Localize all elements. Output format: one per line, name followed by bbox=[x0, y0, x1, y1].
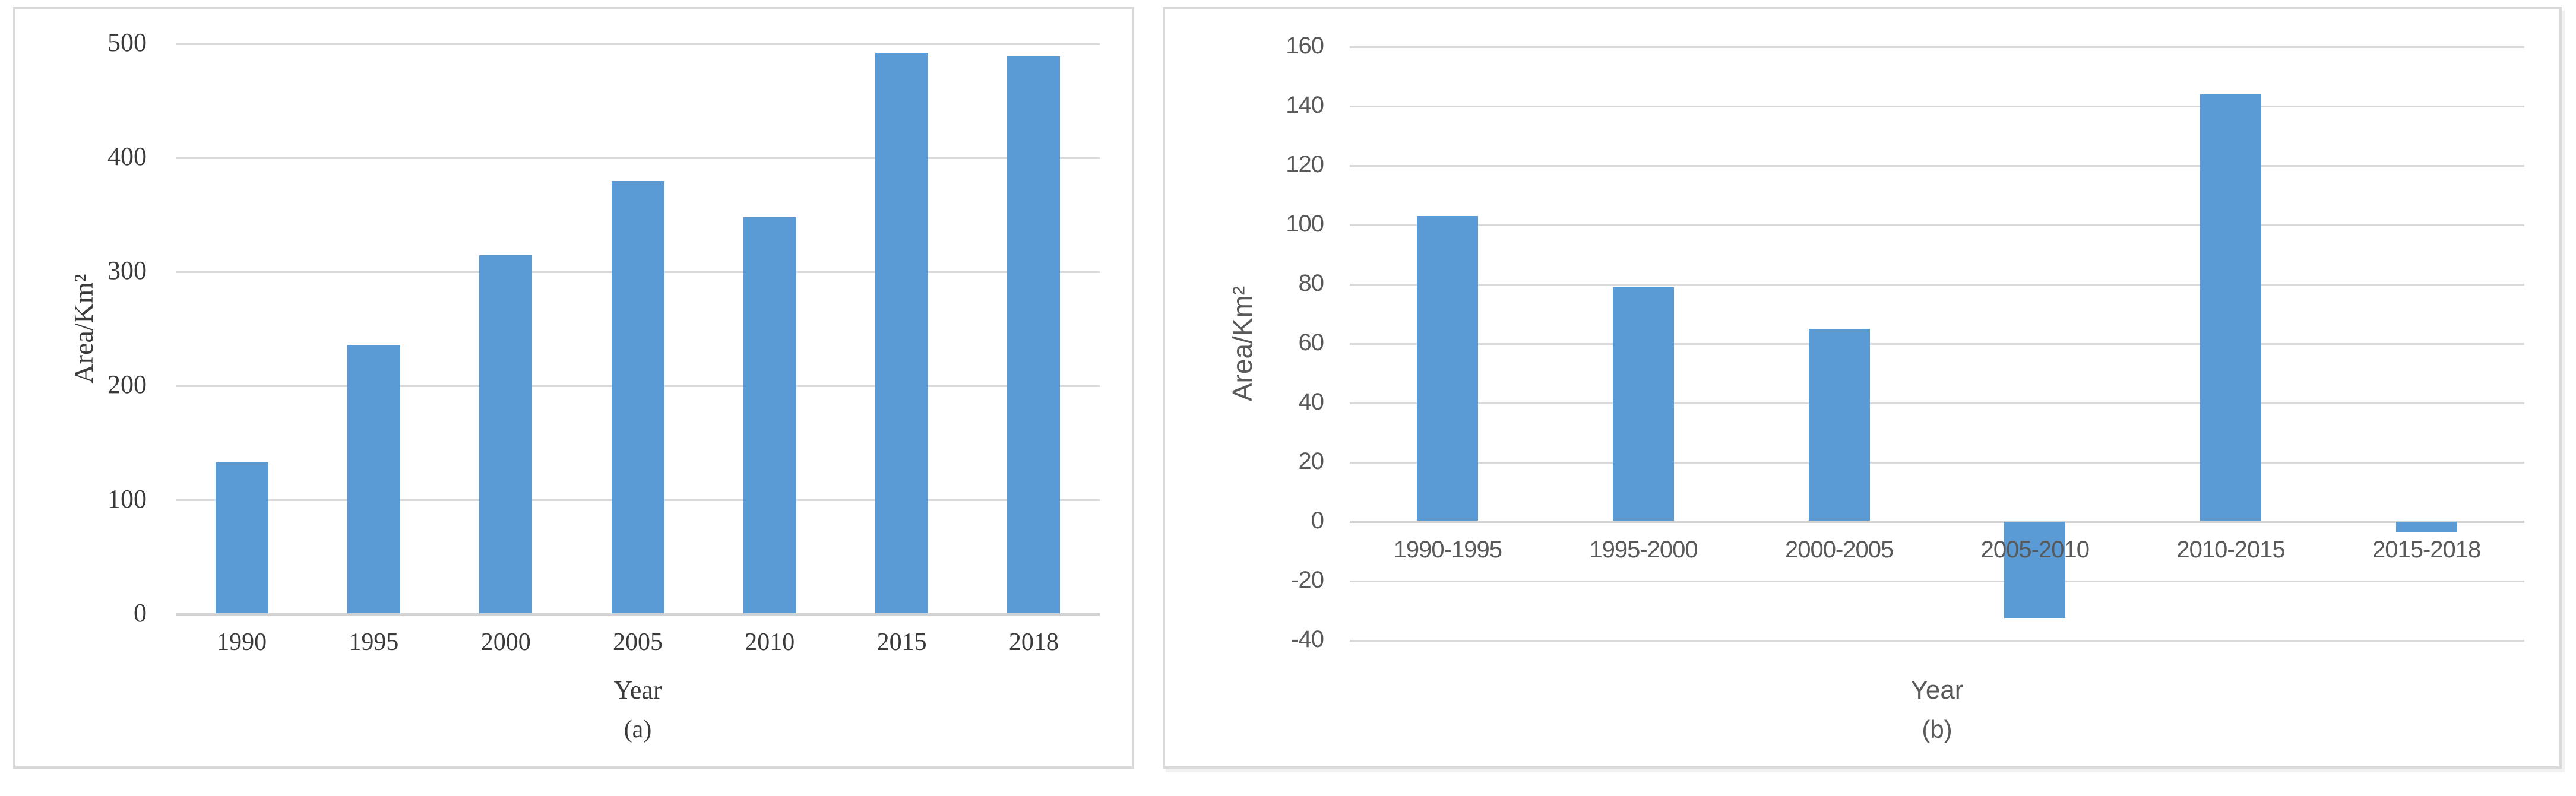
gridline bbox=[176, 43, 1100, 45]
x-tick-label: 2005 bbox=[613, 629, 663, 656]
gridline bbox=[1350, 224, 2524, 226]
y-tick-label: 0 bbox=[134, 598, 147, 627]
x-axis-line bbox=[176, 613, 1100, 616]
gridline bbox=[1350, 580, 2524, 582]
x-tick-label: 2015 bbox=[876, 629, 927, 656]
bar-1990 bbox=[215, 462, 268, 613]
chart-panel-a: Area/Km² Year (a) 0 100 200 300 400 500 1990 19… bbox=[13, 7, 1134, 769]
bar-2010 bbox=[743, 217, 796, 613]
bar-1995-2000 bbox=[1613, 287, 1674, 521]
bar-1990-1995 bbox=[1417, 216, 1479, 521]
gridline bbox=[1350, 46, 2524, 48]
gridline bbox=[1350, 283, 2524, 286]
bar-2000-2005 bbox=[1808, 329, 1870, 521]
y-tick-label: -40 bbox=[1291, 626, 1324, 652]
x-tick-label: 2010 bbox=[745, 629, 795, 656]
x-tick-label: 2010-2015 bbox=[2176, 537, 2285, 563]
y-tick-label: -20 bbox=[1291, 567, 1324, 593]
y-tick-label: 300 bbox=[107, 256, 147, 286]
gridline bbox=[1350, 402, 2524, 404]
x-axis-title-a: Year bbox=[613, 676, 662, 705]
y-axis-title-a: Area/Km² bbox=[68, 274, 99, 384]
x-tick-label: 1995-2000 bbox=[1589, 537, 1698, 563]
gridline bbox=[1350, 639, 2524, 642]
bar-1995 bbox=[347, 345, 400, 613]
y-tick-label: 160 bbox=[1286, 33, 1324, 59]
x-tick-label: 2000-2005 bbox=[1785, 537, 1894, 563]
y-tick-label: 500 bbox=[107, 27, 147, 57]
x-tick-label: 1990 bbox=[217, 629, 267, 656]
x-tick-label: 2015-2018 bbox=[2372, 537, 2481, 563]
y-tick-label: 140 bbox=[1286, 92, 1324, 118]
gridline bbox=[176, 157, 1100, 159]
panel-caption-a: (a) bbox=[624, 716, 652, 743]
y-tick-label: 40 bbox=[1298, 389, 1325, 415]
y-tick-label: 100 bbox=[1286, 211, 1324, 237]
y-tick-label: 80 bbox=[1298, 270, 1325, 296]
y-tick-label: 100 bbox=[107, 484, 147, 513]
y-tick-label: 60 bbox=[1298, 329, 1325, 356]
x-tick-label: 2005-2010 bbox=[1980, 537, 2090, 563]
y-tick-label: 20 bbox=[1298, 448, 1325, 474]
y-tick-label: 200 bbox=[107, 370, 147, 399]
bar-2005-2010 bbox=[2004, 522, 2066, 618]
gridline bbox=[1350, 105, 2524, 107]
x-tick-label: 1990-1995 bbox=[1393, 537, 1502, 563]
bar-2005 bbox=[611, 180, 664, 613]
gridline bbox=[1350, 164, 2524, 167]
chart-panel-b: Area/Km² Year (b) -40 -20 0 20 40 60 80 100 120 1… bbox=[1163, 7, 2562, 769]
x-axis-title-b: Year bbox=[1910, 676, 1964, 705]
gridline bbox=[1350, 461, 2524, 464]
y-tick-label: 0 bbox=[1311, 508, 1324, 534]
x-tick-label: 2000 bbox=[480, 629, 531, 656]
bar-2018 bbox=[1007, 56, 1061, 613]
bar-2000 bbox=[479, 255, 533, 613]
bar-2010-2015 bbox=[2200, 94, 2261, 521]
gridline bbox=[1350, 342, 2524, 345]
x-tick-label: 1995 bbox=[349, 629, 399, 656]
bar-2015-2018 bbox=[2395, 522, 2457, 532]
y-tick-label: 120 bbox=[1286, 151, 1324, 177]
x-axis-line bbox=[1350, 521, 2524, 523]
bar-2015 bbox=[875, 53, 929, 613]
x-tick-label: 2018 bbox=[1008, 629, 1059, 656]
y-tick-label: 400 bbox=[107, 142, 147, 171]
panel-caption-b: (b) bbox=[1922, 715, 1952, 743]
